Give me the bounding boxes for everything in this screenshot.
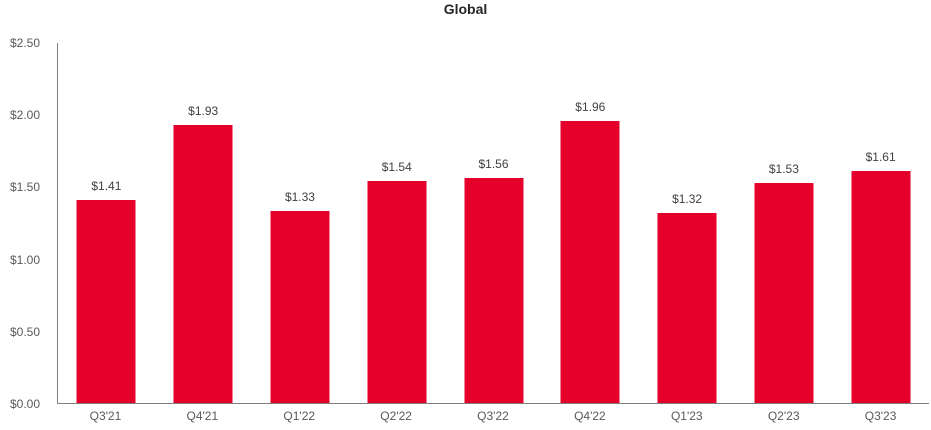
- plot-area: $1.41 $1.93 $1.33 $1.54 $1.56 $1.96 $1.32 $1.53…: [57, 43, 929, 404]
- bar-slot: $1.56: [445, 43, 542, 403]
- y-tick-label: $0.00: [9, 397, 40, 411]
- bar-value-label: $1.41: [91, 178, 122, 193]
- bar-Q4'21: [173, 125, 233, 403]
- bar-Q1'22: [270, 211, 330, 403]
- x-tick-label: Q1'23: [670, 409, 703, 423]
- bar-slot: $1.93: [155, 43, 252, 403]
- bar-slot: $1.54: [348, 43, 445, 403]
- y-axis-labels: $0.00 $0.50 $1.00 $1.50 $2.00 $2.50: [2, 36, 40, 411]
- y-tick-label: $0.50: [9, 324, 40, 339]
- x-tick-label: Q3'22: [477, 409, 509, 423]
- bar-value-label: $1.53: [768, 161, 799, 176]
- y-tick-label: $2.50: [9, 36, 40, 50]
- x-tick-label: Q2'23: [767, 409, 800, 423]
- bar-Q4'22: [560, 120, 620, 403]
- x-tick-label: Q4'21: [186, 409, 219, 423]
- x-tick-label: Q4'22: [574, 409, 606, 423]
- bar-Q3'23: [851, 171, 911, 403]
- x-axis-labels: Q3'21 Q4'21 Q1'22 Q2'22 Q3'22 Q4'22 Q1'23 Q2'23…: [57, 409, 929, 423]
- y-tick-label: $2.00: [9, 108, 40, 123]
- y-tick-label: $1.00: [9, 252, 40, 267]
- x-tick-label: Q2'22: [380, 409, 412, 423]
- x-tick-label: Q3'23: [864, 409, 897, 423]
- bar-slot: $1.33: [252, 43, 349, 403]
- bar-Q2'22: [367, 181, 427, 403]
- bar-slot: $1.41: [58, 43, 155, 403]
- y-tick-label: $1.50: [9, 180, 40, 195]
- bar-slot: $1.96: [542, 43, 639, 403]
- bar-value-label: $1.93: [188, 104, 219, 119]
- bar-Q2'23: [754, 182, 814, 403]
- bar-value-label: $1.33: [284, 190, 315, 205]
- bar-slot: $1.53: [735, 43, 832, 403]
- chart-title: Global: [443, 1, 488, 17]
- bar-Q3'21: [76, 199, 136, 403]
- bar-value-label: $1.56: [478, 157, 509, 172]
- x-tick-label: Q3'21: [89, 409, 122, 423]
- bar-value-label: $1.96: [575, 99, 606, 114]
- bar-Q3'22: [464, 178, 524, 403]
- x-tick-label: Q1'22: [283, 409, 316, 423]
- bar-slot: $1.61: [832, 43, 929, 403]
- bar-value-label: $1.61: [865, 150, 896, 165]
- bar-Q1'23: [657, 212, 717, 403]
- bar-slot: $1.32: [639, 43, 736, 403]
- bars: $1.41 $1.93 $1.33 $1.54 $1.56 $1.96 $1.32 $1.53…: [58, 43, 929, 403]
- bar-value-label: $1.32: [672, 191, 703, 206]
- bar-value-label: $1.54: [381, 160, 412, 175]
